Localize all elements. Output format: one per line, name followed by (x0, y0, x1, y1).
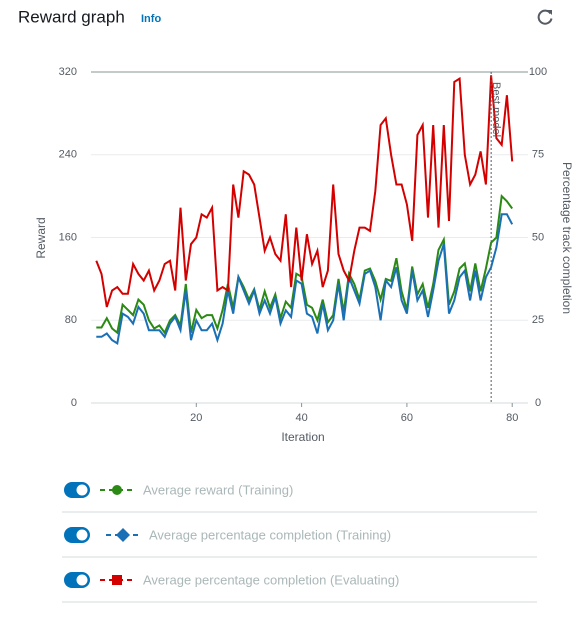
toggle-switch[interactable] (64, 482, 90, 498)
y-tick-label: 240 (59, 149, 77, 161)
series-line (96, 213, 514, 346)
x-tick-label: 40 (295, 412, 307, 424)
y2-axis-title: Percentage track completion (560, 162, 574, 314)
y-tick-label: 320 (59, 66, 77, 78)
y2-tick-label: 0 (535, 397, 541, 409)
x-tick-label: 80 (506, 412, 518, 424)
legend-marker (112, 575, 122, 585)
legend-item: Average reward (Training) (62, 482, 537, 513)
refresh-icon (537, 9, 553, 25)
y2-tick-label: 75 (532, 149, 544, 161)
x-tick-label: 20 (190, 412, 202, 424)
legend-item: Average percentage completion (Evaluatin… (62, 572, 537, 603)
y-tick-label: 80 (65, 314, 77, 326)
legend-label: Average reward (Training) (143, 482, 293, 497)
toggle-knob (76, 529, 88, 541)
y2-tick-label: 100 (529, 66, 547, 78)
toggle-knob (76, 574, 88, 586)
legend-marker (116, 528, 130, 542)
refresh-button[interactable] (537, 9, 553, 25)
y-tick-label: 0 (71, 397, 77, 409)
y2-tick-label: 50 (532, 231, 544, 243)
legend-label: Average percentage completion (Evaluatin… (143, 572, 399, 587)
toggle-switch[interactable] (64, 572, 90, 588)
y2-tick-label: 25 (532, 314, 544, 326)
legend-marker (112, 485, 122, 495)
info-link[interactable]: Info (141, 13, 161, 25)
chart-title: Reward graph (18, 7, 125, 26)
toggle-knob (76, 484, 88, 496)
y-tick-label: 160 (59, 231, 77, 243)
legend-item: Average percentage completion (Training) (62, 527, 537, 558)
x-tick-label: 60 (401, 412, 413, 424)
legend-label: Average percentage completion (Training) (149, 527, 391, 542)
toggle-switch[interactable] (64, 527, 90, 543)
refresh-arrow (547, 10, 552, 15)
y-axis-title: Reward (34, 217, 48, 258)
series-line (95, 75, 514, 308)
x-axis-title: Iteration (281, 430, 324, 444)
series-line (96, 193, 514, 335)
best-model-label: Best model (490, 82, 502, 137)
